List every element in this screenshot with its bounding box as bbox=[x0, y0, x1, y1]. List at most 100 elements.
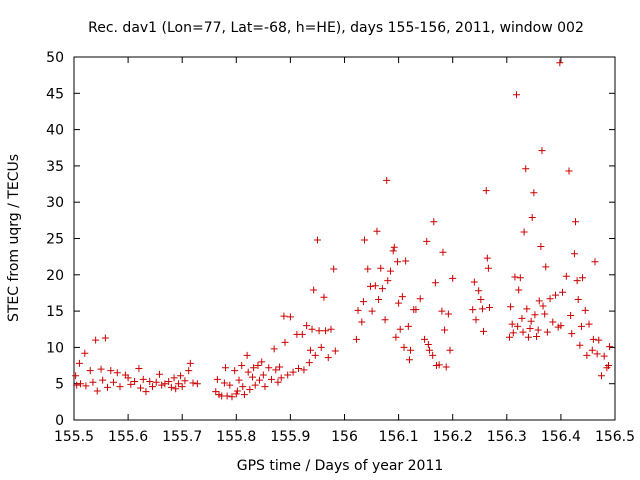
data-point bbox=[559, 288, 567, 296]
data-point bbox=[606, 343, 614, 351]
data-point bbox=[513, 91, 521, 99]
data-point bbox=[431, 279, 439, 287]
data-point bbox=[167, 383, 175, 391]
data-point bbox=[518, 314, 526, 322]
data-point bbox=[101, 334, 109, 342]
data-point bbox=[92, 336, 100, 344]
data-point bbox=[537, 242, 545, 250]
data-point bbox=[435, 361, 443, 369]
data-point bbox=[220, 379, 228, 387]
data-point bbox=[270, 345, 278, 353]
y-tick-label: 10 bbox=[46, 340, 64, 356]
data-point bbox=[546, 295, 554, 303]
y-tick-label: 30 bbox=[46, 195, 64, 211]
data-point bbox=[212, 388, 220, 396]
data-point bbox=[86, 367, 94, 375]
data-point bbox=[246, 386, 254, 394]
data-point bbox=[421, 335, 429, 343]
y-tick-label: 50 bbox=[46, 50, 64, 66]
data-point bbox=[556, 59, 564, 67]
x-tick-label: 156.2 bbox=[433, 429, 473, 445]
data-point bbox=[221, 364, 229, 372]
data-point bbox=[286, 313, 294, 321]
data-point bbox=[508, 320, 516, 328]
x-tick-label: 156.5 bbox=[595, 429, 635, 445]
data-point bbox=[531, 311, 539, 319]
data-point bbox=[267, 375, 275, 383]
data-point bbox=[565, 167, 573, 175]
data-point bbox=[576, 341, 584, 349]
data-point bbox=[137, 384, 145, 392]
data-point bbox=[93, 387, 101, 395]
data-point bbox=[233, 387, 241, 395]
data-point bbox=[232, 390, 240, 398]
data-point bbox=[359, 298, 367, 306]
data-point bbox=[280, 312, 288, 320]
data-point bbox=[394, 258, 402, 266]
data-point bbox=[295, 364, 303, 372]
data-point bbox=[361, 236, 369, 244]
data-point bbox=[591, 258, 599, 266]
data-point bbox=[373, 227, 381, 235]
data-point bbox=[530, 189, 538, 197]
data-point bbox=[588, 346, 596, 354]
data-point bbox=[412, 306, 420, 314]
data-point bbox=[146, 378, 154, 386]
data-point bbox=[509, 329, 517, 337]
data-point bbox=[404, 322, 412, 330]
data-point bbox=[595, 336, 603, 344]
data-point bbox=[358, 318, 366, 326]
data-point bbox=[506, 333, 514, 341]
data-point bbox=[577, 322, 585, 330]
data-point bbox=[446, 346, 454, 354]
data-point bbox=[583, 351, 591, 359]
data-point bbox=[442, 363, 450, 371]
data-point bbox=[398, 293, 406, 301]
data-point bbox=[238, 362, 246, 370]
data-point bbox=[300, 366, 308, 374]
data-point bbox=[317, 343, 325, 351]
data-point bbox=[551, 291, 559, 299]
data-point bbox=[511, 273, 519, 281]
data-point bbox=[605, 362, 613, 370]
data-point bbox=[402, 257, 410, 265]
data-point bbox=[181, 377, 189, 385]
data-point bbox=[354, 306, 362, 314]
data-point bbox=[572, 218, 580, 226]
data-point bbox=[549, 318, 557, 326]
data-point bbox=[425, 346, 433, 354]
data-point bbox=[172, 385, 180, 393]
data-point bbox=[152, 378, 160, 386]
data-point bbox=[131, 378, 139, 386]
data-point bbox=[438, 307, 446, 315]
data-point bbox=[557, 322, 565, 330]
data-point bbox=[139, 375, 147, 383]
data-point bbox=[581, 306, 589, 314]
data-point bbox=[107, 367, 115, 375]
data-point bbox=[585, 320, 593, 328]
data-point bbox=[276, 363, 284, 371]
x-tick-label: 155.7 bbox=[162, 429, 202, 445]
data-point bbox=[478, 305, 486, 313]
data-point bbox=[178, 383, 186, 391]
data-point bbox=[82, 382, 90, 390]
data-point bbox=[73, 381, 81, 389]
data-point bbox=[423, 237, 431, 245]
chart-title: Rec. dav1 (Lon=77, Lat=-68, h=HE), days … bbox=[88, 20, 584, 36]
data-point bbox=[89, 378, 97, 386]
data-point bbox=[439, 248, 447, 256]
data-point bbox=[475, 287, 483, 295]
plot-frame bbox=[73, 56, 616, 421]
y-tick-label: 0 bbox=[55, 413, 64, 429]
data-point bbox=[277, 374, 285, 382]
data-point bbox=[378, 285, 386, 293]
data-point bbox=[543, 328, 551, 336]
data-point bbox=[469, 306, 477, 314]
data-point bbox=[574, 295, 582, 303]
data-point bbox=[226, 381, 234, 389]
data-point bbox=[155, 370, 163, 378]
data-point bbox=[368, 307, 376, 315]
data-point bbox=[256, 376, 264, 384]
data-point bbox=[265, 364, 273, 372]
data-point bbox=[177, 372, 185, 380]
